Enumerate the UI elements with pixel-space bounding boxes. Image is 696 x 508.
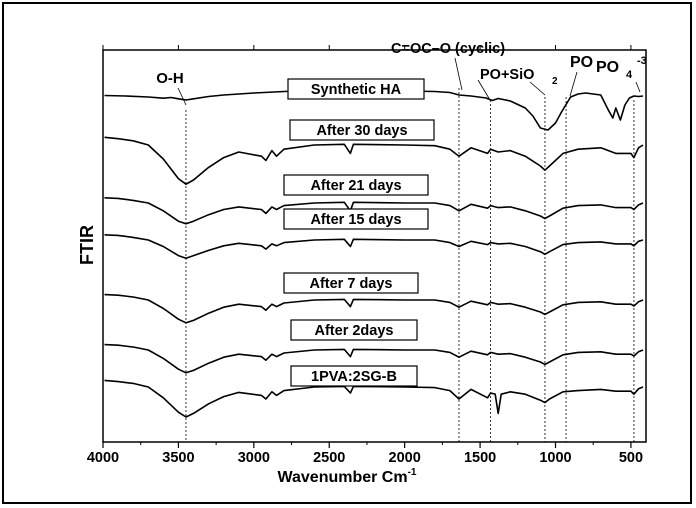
series-label-box	[283, 174, 429, 196]
spectrum-line	[104, 379, 644, 418]
x-tick-label: 1500	[464, 450, 496, 466]
series-label: Synthetic HA	[287, 78, 425, 100]
series-label-box	[283, 272, 419, 294]
series-label-box	[290, 365, 418, 387]
series-label-text: Synthetic HA	[311, 82, 402, 98]
annotation-leader	[635, 81, 641, 93]
series-label: After 15 days	[283, 208, 429, 230]
series-label-text: After 21 days	[310, 178, 401, 194]
x-tick-label: 500	[619, 450, 643, 466]
figure-frame	[2, 2, 692, 504]
band-annotation: 4	[626, 69, 633, 81]
x-axis-ticks: 4000 3500 3000 2500 2000 1500 1000 500	[87, 45, 643, 466]
band-annotation: O-H	[156, 70, 184, 87]
spectrum-line	[104, 293, 644, 324]
x-tick-label: 1000	[539, 450, 571, 466]
annotation-leader	[529, 81, 546, 96]
x-axis-label-superscript: -1	[408, 467, 417, 478]
series-label-text: After 15 days	[310, 212, 401, 228]
annotation-leader	[454, 57, 463, 91]
series-label-box	[289, 119, 435, 141]
series-label: After 2days	[290, 319, 418, 341]
band-annotation: C=OC–O (cyclic)	[391, 41, 505, 57]
spectrum-line	[104, 234, 644, 259]
series-label: 1PVA:2SG-B	[290, 365, 418, 387]
series-label-box	[290, 319, 418, 341]
series-label-text: After 30 days	[316, 123, 407, 139]
x-tick-label: 4000	[87, 450, 119, 466]
band-annotations: O-H C=OC–O (cyclic) PO+SiO 2 PO PO 4 -3	[156, 41, 647, 106]
series-label-box	[283, 208, 429, 230]
series-label-box	[287, 78, 425, 100]
annotation-leader	[569, 71, 578, 97]
band-annotation: PO	[596, 59, 619, 76]
spectrum-line	[104, 343, 644, 374]
band-annotation: PO	[570, 54, 593, 71]
x-tick-label: 3500	[162, 450, 194, 466]
reference-lines	[185, 88, 635, 442]
x-axis-label-text: Wavenumber Cm	[277, 469, 407, 486]
series-label: After 7 days	[283, 272, 419, 294]
band-annotation: 2	[552, 76, 558, 87]
band-annotation: -3	[637, 55, 647, 67]
spectrum-line	[104, 136, 644, 185]
x-tick-label: 3000	[238, 450, 270, 466]
series-label: After 21 days	[283, 174, 429, 196]
series-label: After 30 days	[289, 119, 435, 141]
band-annotation: PO+SiO	[480, 67, 534, 83]
annotation-leader	[177, 87, 187, 106]
series-label-text: After 2days	[315, 323, 394, 339]
y-axis-label: FTIR	[77, 225, 97, 265]
series-label-text: After 7 days	[309, 276, 392, 292]
spectra-series	[104, 89, 644, 418]
series-labels: Synthetic HA After 30 days After 21 days Af…	[283, 78, 435, 387]
annotation-leader	[477, 79, 491, 101]
series-label-text: 1PVA:2SG-B	[311, 369, 397, 385]
x-tick-label: 2000	[389, 450, 421, 466]
plot-area	[102, 49, 647, 443]
spectrum-line	[104, 197, 644, 225]
x-axis-label: Wavenumber Cm-1	[277, 467, 416, 486]
x-tick-label: 2500	[313, 450, 345, 466]
